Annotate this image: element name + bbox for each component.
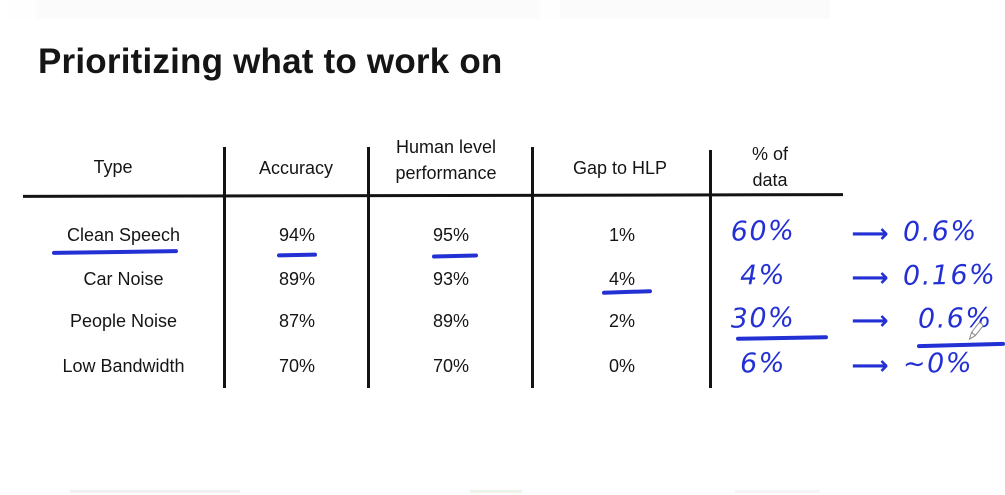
page-title: Prioritizing what to work on	[38, 42, 503, 81]
underline-mark-30	[735, 335, 829, 341]
cell-gap: 0%	[608, 356, 635, 376]
cell-type: People Noise	[69, 311, 178, 331]
underline-mark-clean-speech	[51, 249, 179, 255]
annotation-result: 0.6%	[917, 302, 993, 335]
cell-hlp: 95%	[432, 225, 470, 245]
annotation-pct: 6%	[739, 347, 787, 380]
annotation-pct: 30%	[730, 302, 796, 335]
cell-type: Car Noise	[83, 269, 164, 289]
annotation-result: 0.6%	[902, 215, 978, 248]
table-column-rule-3	[531, 147, 534, 388]
cell-accuracy: 70%	[278, 356, 316, 376]
annotation-result: ~0%	[902, 347, 974, 380]
annotation-pct: 4%	[739, 259, 787, 292]
table-column-rule-2	[367, 147, 370, 388]
cell-hlp: 89%	[432, 311, 470, 331]
cell-hlp: 70%	[432, 356, 470, 376]
annotation-pct: 60%	[730, 215, 796, 248]
annotation-result: 0.16%	[902, 259, 997, 292]
underline-mark-94	[276, 252, 318, 258]
table-column-rule-1	[223, 147, 226, 388]
cell-hlp: 93%	[432, 269, 470, 289]
table-header-rule	[22, 193, 844, 198]
underline-mark-95	[431, 253, 479, 259]
column-header-gap: Gap to HLP	[572, 158, 668, 178]
pen-cursor-icon	[966, 320, 984, 344]
cell-type: Clean Speech	[66, 225, 181, 245]
column-header-type: Type	[93, 157, 133, 177]
arrow-right-icon: ⟶	[851, 306, 889, 336]
bottom-artifact	[470, 490, 522, 493]
cell-accuracy: 89%	[278, 269, 316, 289]
arrow-right-icon: ⟶	[851, 351, 889, 381]
arrow-right-icon: ⟶	[851, 219, 889, 249]
underline-mark-4	[601, 289, 653, 295]
column-header-accuracy: Accuracy	[258, 158, 334, 178]
column-header-hlp: Human level performance	[395, 137, 497, 183]
bottom-artifact	[735, 490, 820, 493]
top-band-artifact	[8, 0, 830, 19]
arrow-right-icon: ⟶	[851, 263, 889, 293]
cell-accuracy: 94%	[278, 225, 316, 245]
cell-gap: 1%	[608, 225, 635, 245]
band-patch	[540, 0, 560, 19]
cell-gap: 4%	[608, 269, 635, 289]
table-column-rule-4	[709, 150, 712, 388]
band-patch	[8, 0, 36, 19]
cell-type: Low Bandwidth	[62, 356, 185, 376]
column-header-pct-data: % of data	[751, 144, 789, 190]
cell-accuracy: 87%	[278, 311, 316, 331]
bottom-artifact	[70, 490, 240, 493]
cell-gap: 2%	[608, 311, 635, 331]
